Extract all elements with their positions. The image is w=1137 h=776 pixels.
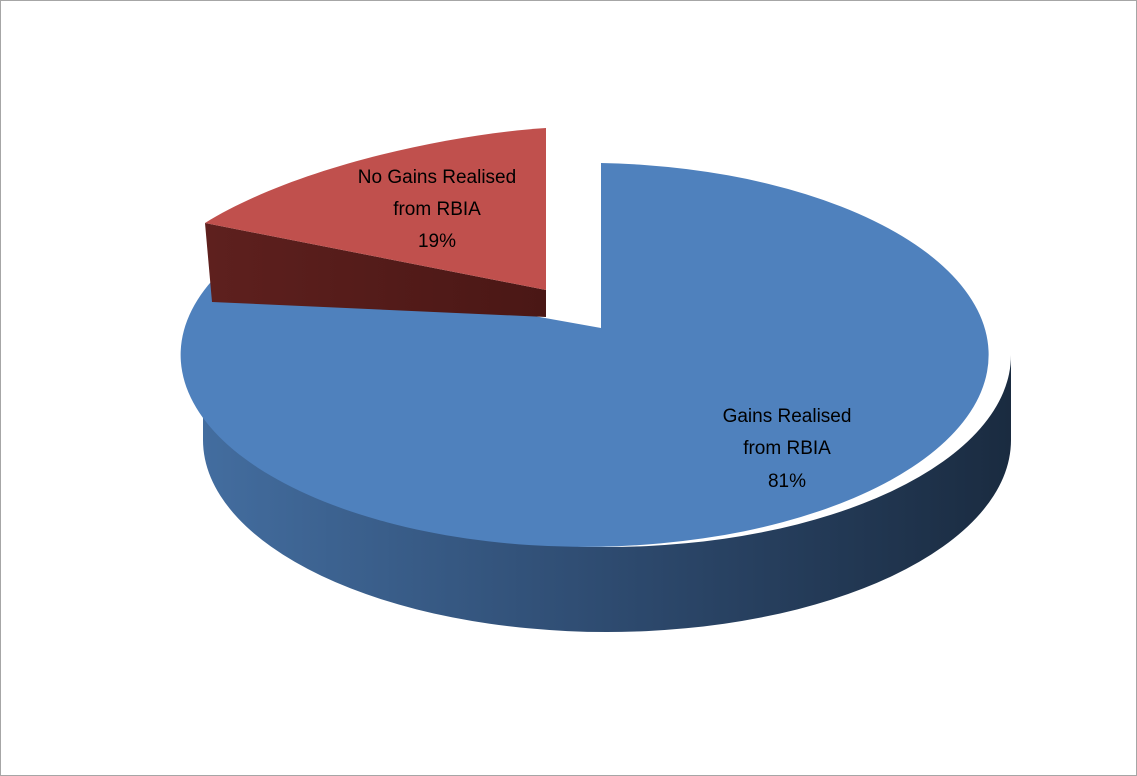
data-label-gains-percent: 81% [768, 471, 806, 492]
data-label-no-gains-line1: No Gains Realised [358, 167, 516, 188]
slice-no-gains-realised [205, 128, 546, 317]
data-label-gains-line1: Gains Realised [723, 406, 852, 427]
data-label-no-gains-percent: 19% [418, 231, 456, 252]
data-label-gains: Gains Realised from RBIA 81% [723, 406, 852, 492]
slice-gains-realised [180, 163, 1011, 632]
slice-no-gains-realised-side [205, 223, 546, 317]
slice-no-gains-realised-top [205, 128, 546, 290]
data-label-no-gains-line2: from RBIA [393, 199, 481, 220]
slice-gains-realised-top [180, 163, 989, 547]
data-label-gains-line2: from RBIA [743, 438, 831, 459]
slice-gains-realised-side [203, 355, 1011, 632]
data-label-no-gains: No Gains Realised from RBIA 19% [358, 167, 516, 252]
